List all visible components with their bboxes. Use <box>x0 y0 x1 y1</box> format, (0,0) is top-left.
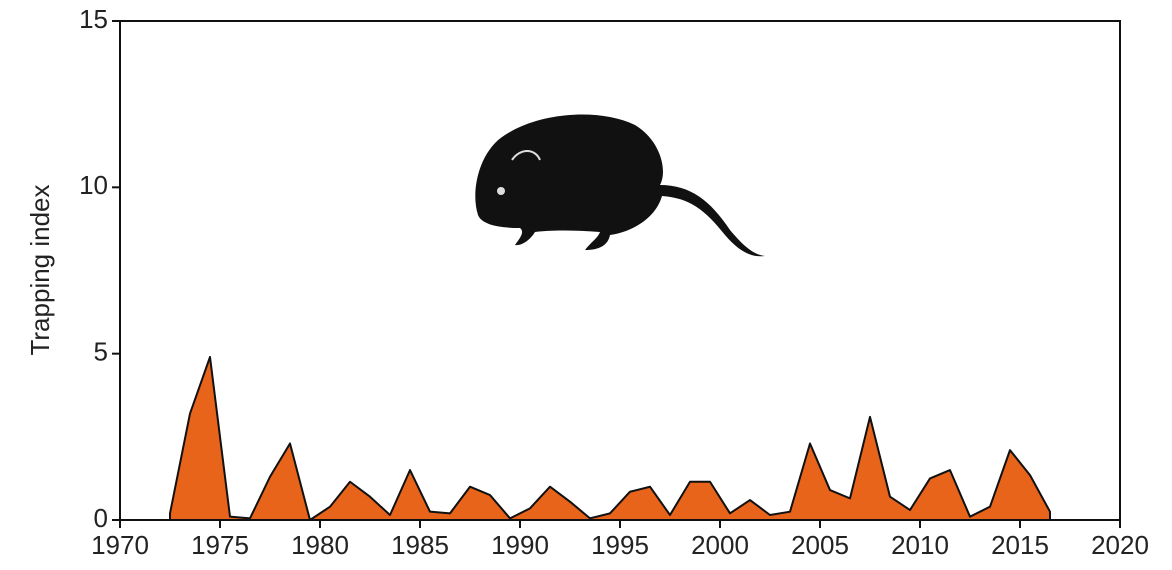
x-tick-label: 2020 <box>1091 530 1149 560</box>
x-tick-label: 1990 <box>491 530 549 560</box>
y-tick-label: 5 <box>94 337 108 367</box>
plot-frame <box>119 20 1121 521</box>
y-tick-label: 15 <box>79 4 108 34</box>
y-axis-label: Trapping index <box>25 184 55 355</box>
x-tick-label: 2015 <box>991 530 1049 560</box>
x-tick-label: 1970 <box>91 530 149 560</box>
x-tick-label: 2010 <box>891 530 949 560</box>
y-tick-label: 0 <box>94 503 108 533</box>
x-tick-label: 1995 <box>591 530 649 560</box>
mouse-illustration <box>475 114 765 257</box>
x-tick-label: 2000 <box>691 530 749 560</box>
x-tick-label: 1985 <box>391 530 449 560</box>
x-tick-label: 1975 <box>191 530 249 560</box>
x-tick-label: 1980 <box>291 530 349 560</box>
y-tick-label: 10 <box>79 170 108 200</box>
x-tick-label: 2005 <box>791 530 849 560</box>
area <box>169 355 1051 521</box>
